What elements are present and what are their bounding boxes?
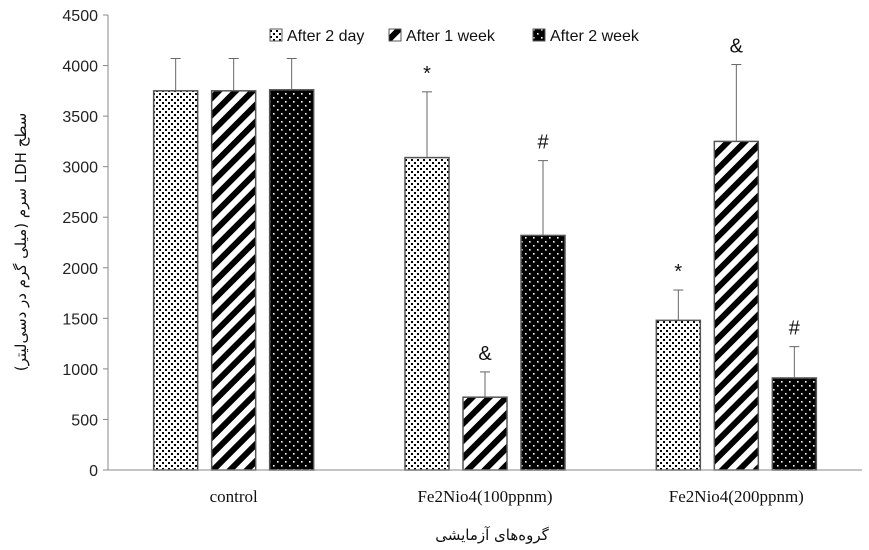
- y-tick-label: 3500: [62, 109, 98, 126]
- y-axis-title: سطح LDH سرم (میلی گرم در دسی‌لیتر): [12, 113, 30, 372]
- significance-marker: #: [537, 132, 549, 154]
- y-tick-label: 0: [89, 463, 98, 480]
- legend-entry: After 2 week: [550, 28, 640, 45]
- y-tick-label: 1000: [62, 362, 98, 379]
- bar: [520, 234, 566, 471]
- significance-marker: *: [423, 63, 431, 85]
- bar: [268, 89, 315, 471]
- x-axis: control Fe2Nio4(100ppnm) Fe2Nio4(200ppnm): [108, 469, 862, 506]
- legend-swatch: [388, 28, 402, 42]
- x-category-label: Fe2Nio4(200ppnm): [669, 487, 804, 506]
- significance-marker: &: [478, 343, 492, 365]
- legend-swatch: [532, 28, 546, 42]
- y-tick-label: 3000: [62, 160, 98, 177]
- legend-entry: After 1 week: [406, 28, 496, 45]
- bar: [404, 156, 450, 471]
- y-tick-label: 2500: [62, 210, 98, 227]
- bar: [152, 90, 199, 471]
- bars: * & # * & #: [152, 36, 818, 471]
- y-tick-label: 2000: [62, 261, 98, 278]
- legend-entry: After 2 day: [287, 28, 364, 45]
- significance-marker: #: [789, 318, 801, 340]
- bar: [655, 319, 702, 471]
- x-category-label: Fe2Nio4(100ppnm): [417, 487, 552, 506]
- legend-swatch: [269, 28, 283, 42]
- x-axis-title: گروه‌های آزمایشی: [435, 526, 549, 544]
- y-tick-label: 4000: [62, 59, 98, 76]
- x-category-label: control: [210, 487, 258, 506]
- y-tick-label: 1500: [62, 311, 98, 328]
- bar: [462, 396, 508, 471]
- legend: After 2 day After 1 week After 2 week: [269, 28, 640, 45]
- bar: [771, 377, 818, 471]
- bar: [210, 90, 257, 471]
- bar: [713, 140, 760, 471]
- y-tick-label: 500: [71, 412, 98, 429]
- y-tick-label: 4500: [62, 8, 98, 25]
- significance-marker: *: [674, 261, 682, 283]
- significance-marker: &: [730, 36, 744, 58]
- y-axis: 0 500 1000 1500 2000 2500 3000 3500 4000 4500: [62, 8, 109, 480]
